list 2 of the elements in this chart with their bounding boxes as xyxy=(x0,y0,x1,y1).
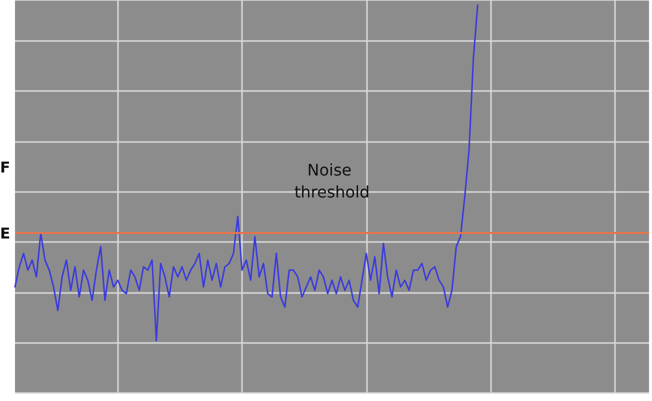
text: F xyxy=(0,158,10,176)
text: E xyxy=(0,224,10,242)
